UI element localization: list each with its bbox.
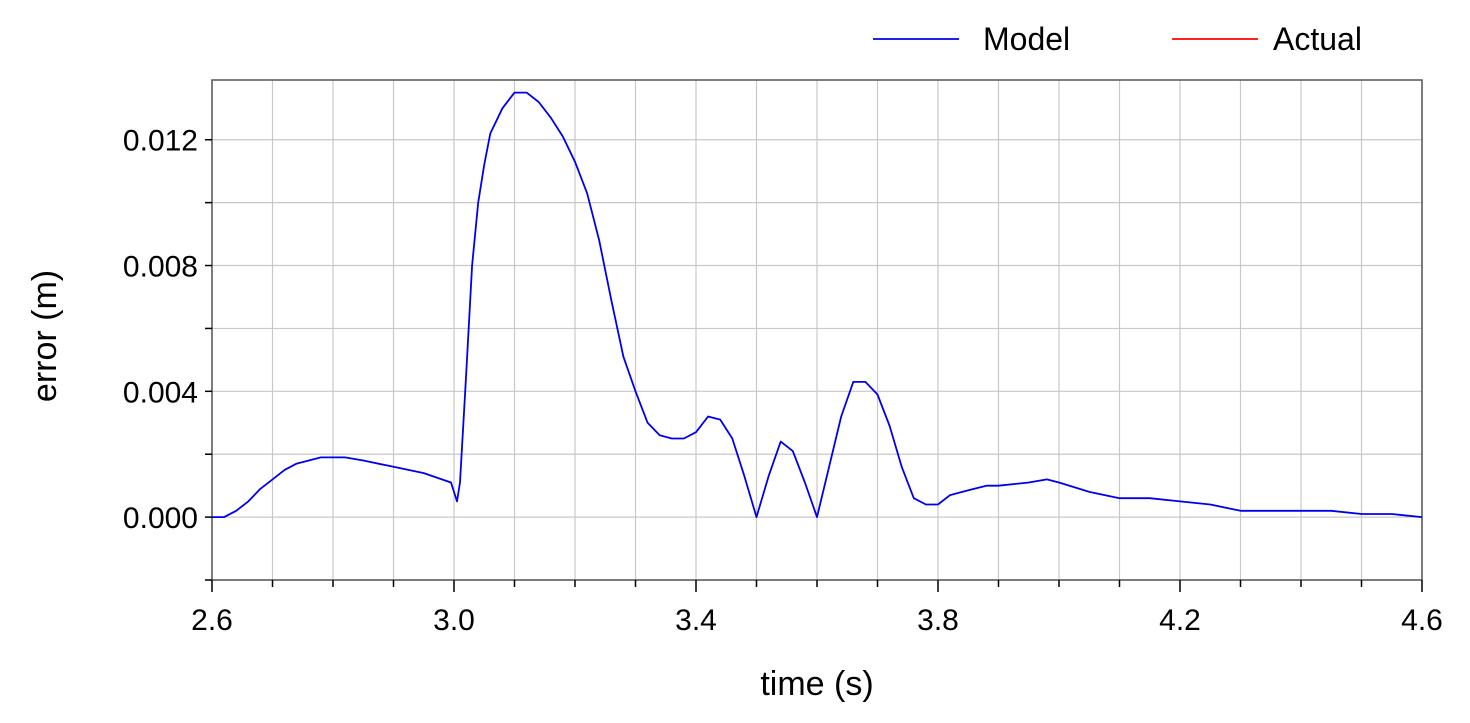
x-tick-label: 4.6 [1401,604,1443,637]
x-tick-label: 4.2 [1159,604,1201,637]
x-tick-label: 3.4 [675,604,717,637]
legend-label-model: Model [983,21,1070,57]
series-line-model [212,91,1423,518]
x-tick-label: 3.0 [433,604,475,637]
x-axis-title: time (s) [760,665,873,703]
series-lines [212,91,1423,518]
legend: Model Actual [873,21,1362,57]
y-tick-label: 0.008 [123,251,198,284]
y-tick-label: 0.000 [123,502,198,535]
legend-label-actual: Actual [1273,21,1362,57]
y-tick-label: 0.004 [123,376,198,409]
x-tick-label: 3.8 [917,604,959,637]
x-tick-label: 2.6 [191,604,233,637]
axis-ticks: 2.6 3.0 3.4 3.8 4.2 4.6 0.000 0.004 0.008 0.012 [123,125,1443,637]
grid [211,80,1423,581]
y-tick-label: 0.012 [123,125,198,158]
y-axis-title: error (m) [26,270,64,402]
